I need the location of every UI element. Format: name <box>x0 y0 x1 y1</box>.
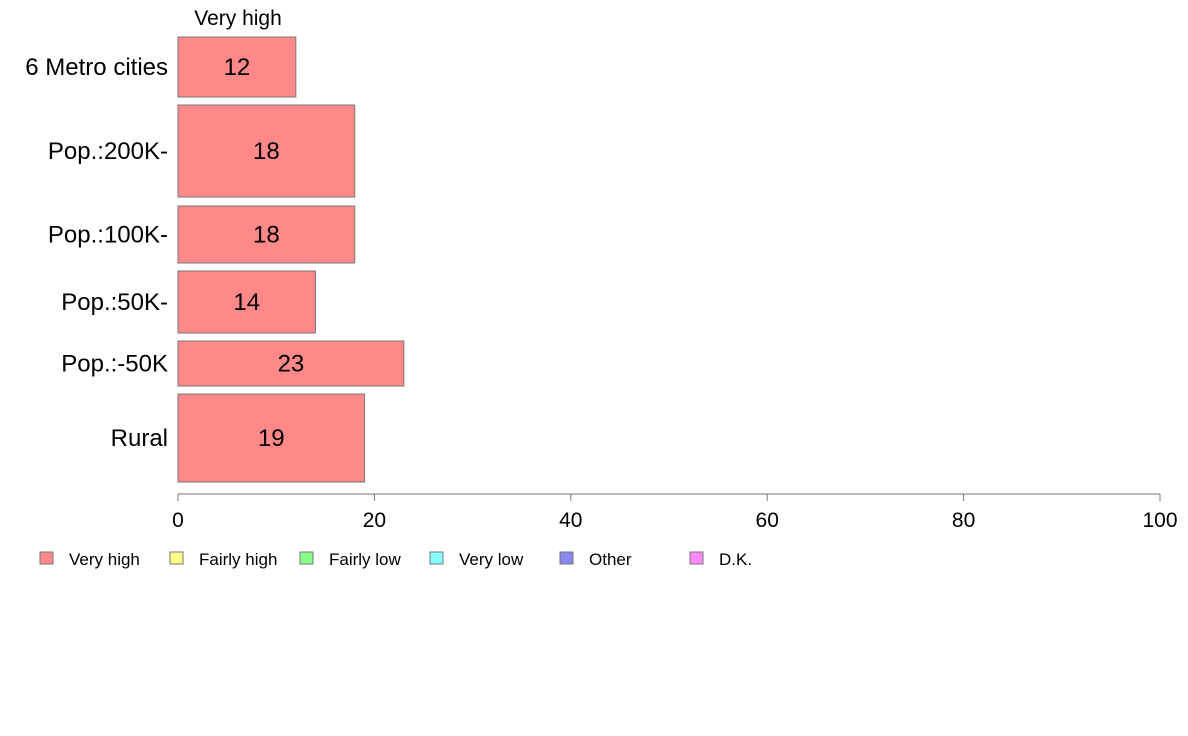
x-tick-label-4: 80 <box>952 509 975 532</box>
bar-value-label-3: 14 <box>233 289 260 316</box>
bar-value-label-5: 19 <box>258 425 285 452</box>
x-axis: 0 20 40 60 80 100 <box>172 493 1178 532</box>
bar-value-label-4: 23 <box>278 351 305 378</box>
legend-label-3: Very low <box>459 550 524 569</box>
category-label-2: Pop.:100K- <box>48 222 168 249</box>
category-labels: 6 Metro cities Pop.:200K- Pop.:100K- Pop.:5… <box>25 54 168 452</box>
bar-3-0 <box>177 270 316 334</box>
column-label: Very high <box>194 7 282 30</box>
x-tick-label-3: 60 <box>756 509 779 532</box>
bar-1-0 <box>177 104 356 198</box>
legend-swatch-5 <box>689 551 704 565</box>
bar-2-0 <box>177 205 356 264</box>
x-tick-label-0: 0 <box>172 509 184 532</box>
legend-label-0: Very high <box>69 550 140 569</box>
category-label-0: 6 Metro cities <box>25 54 168 81</box>
legend-label-5: D.K. <box>719 550 752 569</box>
bar-5-0 <box>177 393 366 483</box>
x-tick-label-2: 40 <box>559 509 582 532</box>
legend-label-1: Fairly high <box>199 550 277 569</box>
bar-0-0 <box>177 36 297 98</box>
category-label-1: Pop.:200K- <box>48 138 168 165</box>
category-label-3: Pop.:50K- <box>61 289 168 316</box>
bar-value-label-2: 18 <box>253 222 280 249</box>
legend-swatch-2 <box>299 551 314 565</box>
bar-4-0 <box>177 340 405 387</box>
bar-value-label-0: 12 <box>224 54 251 81</box>
legend: Very high Fairly high Fairly low Very low Ot… <box>39 550 752 569</box>
bars-group: 12 18 18 14 23 19 <box>177 36 405 483</box>
legend-swatch-3 <box>429 551 444 565</box>
legend-swatch-1 <box>169 551 184 565</box>
category-label-4: Pop.:-50K <box>61 351 168 378</box>
x-tick-label-1: 20 <box>363 509 386 532</box>
bar-value-label-1: 18 <box>253 138 280 165</box>
legend-label-4: Other <box>589 550 632 569</box>
legend-swatch-4 <box>559 551 574 565</box>
legend-label-2: Fairly low <box>329 550 402 569</box>
legend-swatch-0 <box>39 551 54 565</box>
x-tick-label-5: 100 <box>1142 509 1177 532</box>
category-label-5: Rural <box>111 425 168 452</box>
